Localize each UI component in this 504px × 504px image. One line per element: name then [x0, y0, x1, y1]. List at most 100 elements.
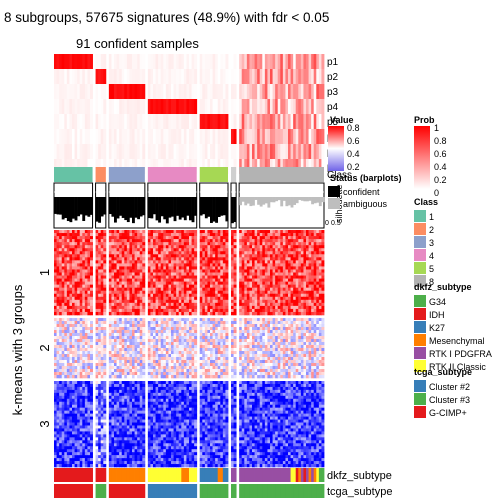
heatmap-cell — [199, 324, 203, 328]
prob-cell — [72, 114, 75, 129]
heatmap-cell — [124, 330, 128, 334]
prob-cell — [59, 114, 63, 129]
heatmap-cell — [257, 230, 261, 234]
heatmap-cell — [181, 339, 185, 343]
heatmap-cell — [147, 287, 151, 292]
heatmap-cell — [124, 321, 128, 325]
prob-cell — [212, 114, 216, 129]
heatmap-cell — [132, 327, 135, 331]
heatmap-cell — [257, 305, 261, 310]
heatmap-cell — [147, 342, 151, 346]
heatmap-cell — [246, 257, 250, 261]
heatmap-cell — [158, 308, 162, 313]
heatmap-cell — [153, 311, 156, 316]
heatmap-cell — [241, 321, 245, 325]
heatmap-cell — [171, 366, 174, 370]
heatmap-cell — [191, 287, 195, 292]
heatmap-cell — [61, 290, 65, 295]
heatmap-cell — [183, 254, 187, 258]
heatmap-cell — [246, 302, 250, 307]
heatmap-cell — [160, 351, 164, 355]
heatmap-cell — [129, 230, 133, 234]
heatmap-cell — [272, 275, 276, 279]
heatmap-cell — [121, 321, 125, 325]
heatmap-cell — [82, 345, 86, 349]
heatmap-cell — [321, 254, 325, 258]
heatmap-cell — [210, 257, 213, 261]
heatmap-cell — [311, 248, 315, 252]
heatmap-cell — [277, 248, 281, 252]
heatmap-cell — [155, 372, 159, 376]
heatmap-cell — [108, 245, 112, 249]
heatmap-cell — [111, 348, 115, 352]
heatmap-cell — [61, 242, 65, 246]
heatmap-cell — [257, 296, 261, 301]
heatmap-cell — [150, 260, 154, 264]
heatmap-cell — [275, 266, 279, 270]
heatmap-cell — [132, 302, 135, 307]
heatmap-cell — [225, 251, 229, 255]
heatmap-cell — [186, 251, 190, 255]
heatmap-cell — [204, 327, 208, 331]
heatmap-cell — [254, 242, 258, 246]
prob-cell — [77, 54, 81, 69]
prob-cell — [168, 69, 172, 84]
prob-cell — [210, 54, 213, 69]
heatmap-cell — [191, 327, 195, 331]
heatmap-cell — [173, 296, 177, 301]
heatmap-cell — [270, 296, 273, 301]
heatmap-cell — [61, 272, 65, 276]
prob-cell — [66, 84, 70, 99]
heatmap-cell — [87, 336, 91, 340]
heatmap-cell — [220, 293, 224, 298]
heatmap-cell — [254, 302, 258, 307]
heatmap-cell — [163, 363, 167, 367]
heatmap-cell — [262, 230, 266, 234]
heatmap-cell — [134, 245, 138, 249]
heatmap-cell — [153, 308, 156, 313]
prob-cell — [293, 84, 297, 99]
heatmap-cell — [210, 318, 213, 322]
heatmap-cell — [95, 272, 99, 276]
heatmap-cell — [233, 251, 237, 255]
heatmap-cell — [246, 305, 250, 310]
heatmap-cell — [285, 311, 289, 316]
heatmap-cell — [66, 345, 70, 349]
heatmap-cell — [239, 321, 243, 325]
prob-cell — [139, 114, 143, 129]
heatmap-cell — [56, 348, 60, 352]
heatmap-cell — [264, 230, 268, 234]
prob-cell — [84, 144, 88, 159]
heatmap-cell — [132, 360, 135, 364]
prob-cell — [181, 114, 185, 129]
prob-cell — [212, 129, 216, 144]
prob-cell — [72, 159, 75, 174]
heatmap-cell — [54, 375, 57, 379]
heatmap-cell — [249, 318, 253, 322]
heatmap-cell — [87, 318, 91, 322]
heatmap-cell — [293, 272, 297, 276]
heatmap-cell — [220, 336, 224, 340]
heatmap-cell — [54, 281, 57, 285]
heatmap-cell — [173, 254, 177, 258]
prob-cell — [119, 129, 123, 144]
prob-cell — [246, 69, 250, 84]
heatmap-cell — [252, 281, 255, 285]
heatmap-cell — [272, 245, 276, 249]
heatmap-cell — [259, 311, 263, 316]
prob-cell — [163, 84, 167, 99]
heatmap-cell — [288, 236, 291, 240]
heatmap-cell — [84, 324, 88, 328]
prob-cell — [137, 114, 141, 129]
heatmap-cell — [100, 296, 104, 301]
heatmap-cell — [318, 287, 322, 292]
heatmap-cell — [72, 363, 75, 367]
heatmap-cell — [72, 239, 75, 243]
silhouette-bar — [121, 197, 125, 218]
heatmap-cell — [72, 330, 75, 334]
heatmap-cell — [173, 375, 177, 379]
heatmap-cell — [233, 287, 237, 292]
prob-cell — [147, 54, 151, 69]
heatmap-cell — [66, 275, 70, 279]
heatmap-cell — [153, 324, 156, 328]
